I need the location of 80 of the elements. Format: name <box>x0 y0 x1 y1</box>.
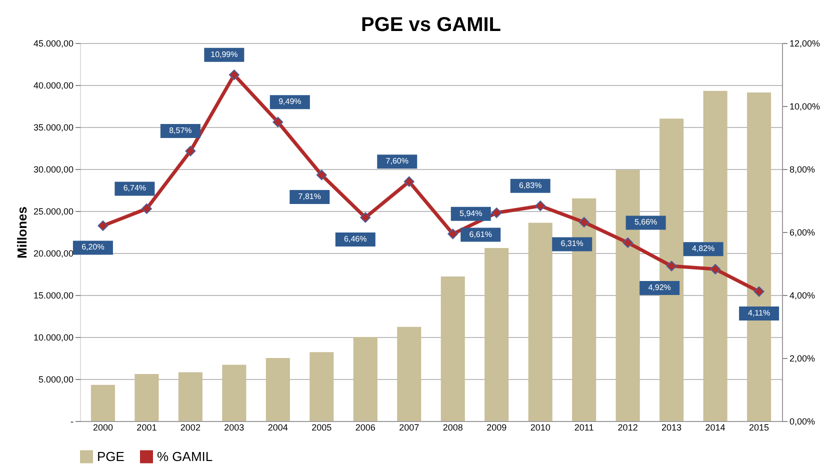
x-tick-label: 2011 <box>574 422 594 432</box>
y-tick-label: 20.000,00 <box>33 248 74 258</box>
data-label: 6,31% <box>560 239 584 248</box>
data-label: 8,57% <box>169 126 192 136</box>
point <box>228 70 240 80</box>
y-tick-label: 40.000,00 <box>33 80 74 90</box>
data-label: 6,83% <box>519 180 542 190</box>
y2-tick-label: 10,00% <box>790 102 820 112</box>
data-label: 4,82% <box>692 244 715 254</box>
y-tick-label: 5.000,00 <box>38 374 74 384</box>
x-tick-label: 2008 <box>442 422 463 432</box>
data-label: 7,60% <box>386 156 408 166</box>
legend-label: % GAMIL <box>157 448 213 464</box>
point <box>98 220 108 231</box>
bar <box>484 248 509 421</box>
y-tick-label: 15.000,00 <box>33 290 74 300</box>
y-tick-label: 25.000,00 <box>33 206 74 216</box>
data-label: 5,66% <box>634 218 658 227</box>
x-tick-label: 2000 <box>92 422 113 432</box>
x-tick-label: 2003 <box>224 422 244 432</box>
point <box>710 264 721 274</box>
y-tick-label: 45.000,00 <box>33 38 74 48</box>
x-tick-label: 2004 <box>268 422 288 432</box>
point <box>578 216 590 228</box>
data-label: 6,46% <box>344 234 367 244</box>
bar <box>90 384 115 421</box>
data-label: 6,20% <box>82 242 104 252</box>
x-tick-label: 2005 <box>312 422 332 432</box>
point <box>316 170 327 180</box>
data-label: 9,49% <box>278 97 302 106</box>
y-tick-label: - <box>70 416 74 426</box>
data-label: 4,11% <box>748 308 770 318</box>
bar <box>440 276 465 421</box>
data-label: 6,61% <box>469 230 492 239</box>
x-tick-label: 2001 <box>136 422 157 432</box>
x-tick-label: 2006 <box>355 422 376 432</box>
x-tick-label: 2010 <box>530 422 550 432</box>
data-label: 6,74% <box>123 184 146 193</box>
y-tick-label: 30.000,00 <box>33 164 74 174</box>
point <box>360 212 371 223</box>
x-tick-label: 2002 <box>180 422 200 432</box>
x-tick-label: 2014 <box>705 422 726 432</box>
point <box>535 200 546 212</box>
bar <box>397 326 422 421</box>
x-tick-label: 2009 <box>486 422 507 432</box>
legend-label: PGE <box>97 448 125 464</box>
bar <box>178 372 202 421</box>
bar <box>134 374 159 421</box>
data-label: 5,94% <box>460 208 482 218</box>
point <box>404 176 414 187</box>
point <box>666 260 677 272</box>
y2-tick-label: 2,00% <box>790 354 816 364</box>
y2-tick-label: 6,00% <box>790 228 816 238</box>
data-label: 4,92% <box>648 283 671 292</box>
point <box>622 237 634 248</box>
point <box>185 146 196 156</box>
bar <box>310 352 334 421</box>
y2-tick-label: 8,00% <box>790 164 816 174</box>
data-label: 10,99% <box>210 50 238 59</box>
y2-tick-label: 0,00% <box>790 416 816 426</box>
y-tick-label: 35.000,00 <box>33 122 74 132</box>
x-tick-label: 2015 <box>749 422 770 432</box>
point <box>272 116 284 128</box>
bar <box>222 364 246 421</box>
chart-title: PGE vs GAMIL <box>360 14 502 36</box>
y-axis-title: Millones <box>14 206 30 259</box>
bar <box>528 222 552 421</box>
data-label: 7,81% <box>298 192 321 201</box>
y-tick-label: 10.000,00 <box>33 332 74 342</box>
x-tick-label: 2012 <box>618 422 638 432</box>
point <box>754 286 764 297</box>
bar <box>353 337 378 421</box>
bar <box>266 358 290 421</box>
point <box>448 228 458 240</box>
point <box>141 203 152 214</box>
x-tick-label: 2007 <box>399 422 420 432</box>
y2-tick-label: 4,00% <box>790 290 816 300</box>
point <box>491 208 502 218</box>
x-tick-label: 2013 <box>662 422 682 432</box>
y2-tick-label: 12,00% <box>790 38 820 48</box>
